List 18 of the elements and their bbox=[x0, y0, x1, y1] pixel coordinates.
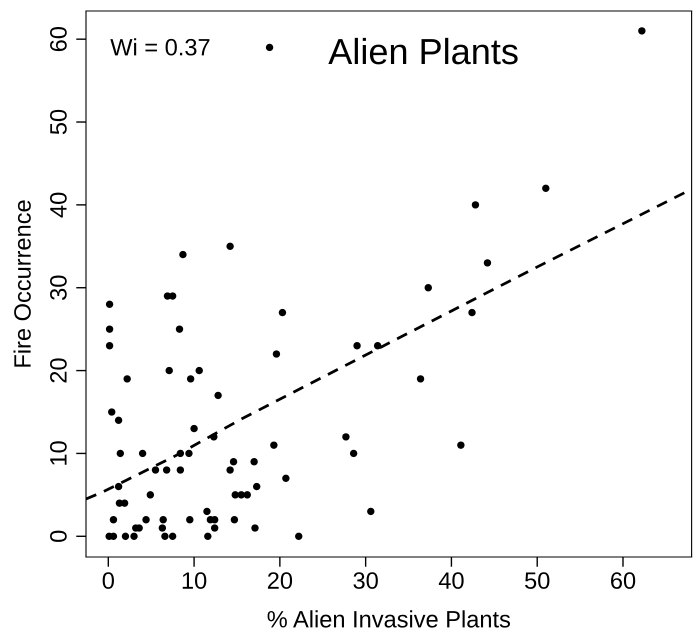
y-tick-label: 20 bbox=[50, 358, 67, 383]
y-tick-label: 40 bbox=[50, 192, 67, 218]
x-tick-label: 0 bbox=[102, 572, 114, 589]
y-tick-label: 60 bbox=[50, 26, 67, 52]
x-tick-label: 40 bbox=[438, 572, 464, 589]
x-tick-label: 10 bbox=[182, 572, 206, 589]
annotation: Wi = 0.37 bbox=[110, 38, 210, 56]
x-axis-title: % Alien Invasive Plants bbox=[268, 610, 510, 628]
y-tick-label: 10 bbox=[50, 441, 67, 465]
y-tick-label: 0 bbox=[50, 530, 67, 542]
y-axis-title: Fire Occurrence bbox=[14, 200, 31, 367]
x-tick-label: 20 bbox=[268, 572, 292, 589]
y-tick-label: 50 bbox=[50, 110, 67, 134]
x-tick-label: 60 bbox=[611, 572, 636, 589]
text: Alien Plants bbox=[328, 38, 518, 64]
x-tick-label: 50 bbox=[525, 572, 550, 589]
y-tick-label: 30 bbox=[50, 276, 67, 300]
x-tick-label: 30 bbox=[353, 572, 378, 589]
